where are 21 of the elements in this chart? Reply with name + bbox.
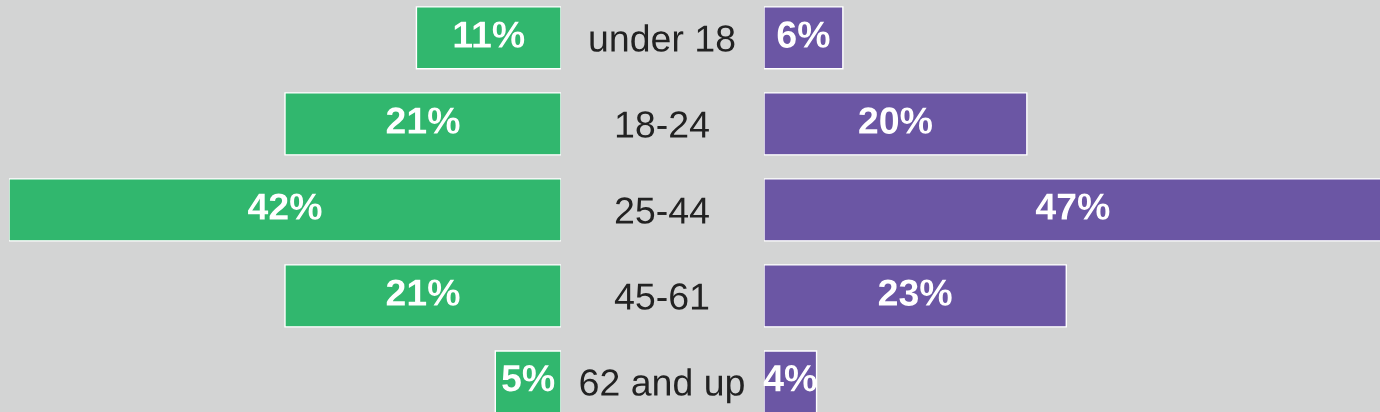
data-label: 5% xyxy=(502,365,555,392)
data-label: 11% xyxy=(454,21,525,48)
bar xyxy=(764,92,1028,156)
bar xyxy=(284,264,561,328)
y-tick-label: under 18 xyxy=(590,24,735,52)
y-tick-label: 25-44 xyxy=(615,197,709,224)
y-tick-label: 18-24 xyxy=(616,111,709,138)
y-tick-label: 62 and up xyxy=(580,368,744,404)
data-label: 21% xyxy=(386,279,460,306)
data-label: 42% xyxy=(248,193,322,220)
data-label: 21% xyxy=(386,107,460,134)
data-label: 23% xyxy=(878,279,952,306)
bar xyxy=(764,264,1067,328)
bar xyxy=(415,6,561,70)
y-tick-label: 45-61 xyxy=(614,283,709,310)
bar xyxy=(764,178,1380,242)
bar xyxy=(9,178,561,242)
bar xyxy=(284,92,561,156)
data-label: 47% xyxy=(1035,193,1110,220)
data-label: 20% xyxy=(859,107,932,134)
data-label: 6% xyxy=(777,21,830,48)
